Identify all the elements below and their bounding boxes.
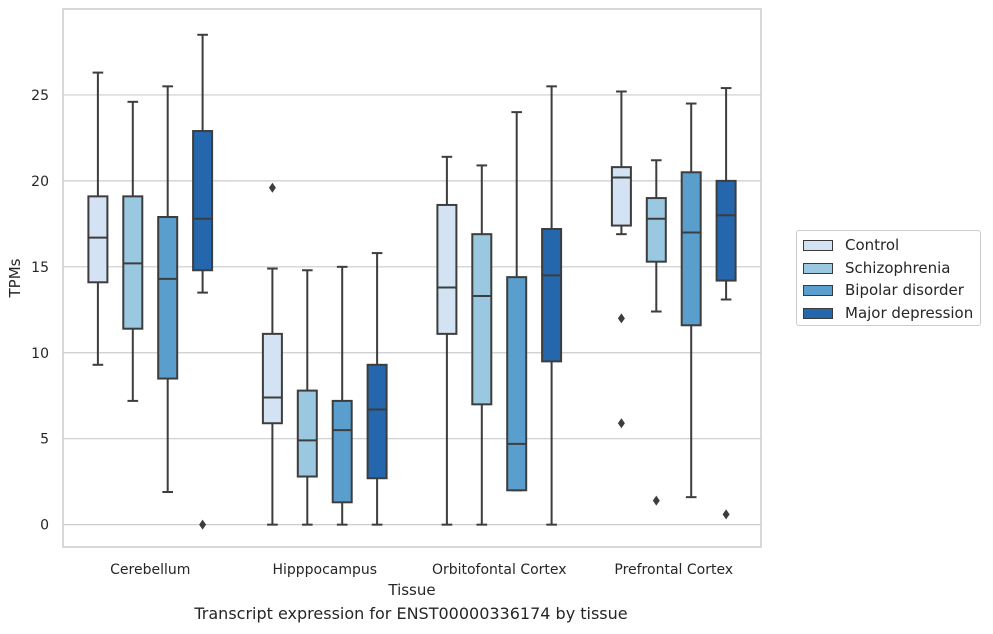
- legend-label-schizophrenia: Schizophrenia: [845, 259, 951, 277]
- legend-item-bipolar-disorder: Bipolar disorder: [803, 280, 964, 300]
- x-tick-label: Hipppocampus: [272, 562, 377, 578]
- legend-label-bipolar-disorder: Bipolar disorder: [845, 281, 964, 299]
- box-iqr: [436, 203, 458, 335]
- box-bipolar-disorder: [157, 85, 179, 493]
- outlier-point: [268, 182, 276, 193]
- box-major-depression: [192, 33, 214, 530]
- x-tick-label: Orbitofontal Cortex: [432, 562, 567, 578]
- y-tick-label: 15: [31, 260, 49, 276]
- box-bipolar-disorder: [680, 102, 702, 499]
- box-iqr: [87, 195, 109, 284]
- tick-labels: 0 5 10 15 20 25 Cerebellum Hipppocampus Orbitofo…: [31, 88, 733, 578]
- box-schizophrenia: [296, 269, 318, 526]
- box-schizophrenia: [122, 100, 144, 402]
- box-iqr: [157, 215, 179, 380]
- box-iqr: [506, 276, 528, 492]
- box-control: [436, 155, 458, 526]
- box-bipolar-disorder: [331, 265, 353, 526]
- box-iqr: [192, 130, 214, 272]
- outlier-point: [652, 495, 660, 506]
- outlier-point: [199, 519, 207, 530]
- y-tick-label: 0: [40, 518, 49, 534]
- legend-item-major-depression: Major depression: [803, 303, 973, 323]
- box-iqr: [261, 332, 283, 425]
- box-schizophrenia: [645, 159, 667, 506]
- box-bipolar-disorder: [506, 111, 528, 492]
- boxes: [87, 33, 737, 530]
- box-iqr: [471, 233, 493, 406]
- chart-caption: Transcript expression for ENST0000033617…: [194, 604, 628, 623]
- y-tick-label: 5: [40, 432, 49, 448]
- box-iqr: [645, 197, 667, 263]
- box-major-depression: [715, 87, 737, 520]
- legend-item-control: Control: [803, 235, 899, 255]
- y-axis-label: TPMs: [6, 258, 24, 298]
- outlier-point: [617, 313, 625, 324]
- legend-item-schizophrenia: Schizophrenia: [803, 258, 950, 278]
- box-control: [610, 90, 632, 429]
- plot-area: [62, 8, 762, 548]
- x-tick-label: Prefrontal Cortex: [614, 562, 733, 578]
- legend-swatch-bipolar-disorder: [803, 284, 833, 296]
- box-control: [261, 182, 283, 526]
- legend-label-major-depression: Major depression: [845, 304, 974, 322]
- x-axis-label: Tissue: [387, 581, 435, 599]
- box-major-depression: [366, 252, 388, 526]
- gridlines: [63, 94, 761, 526]
- y-tick-label: 25: [31, 88, 49, 104]
- legend-swatch-control: [803, 239, 833, 251]
- box-iqr: [541, 228, 563, 363]
- outlier-point: [617, 418, 625, 429]
- box-schizophrenia: [471, 164, 493, 526]
- y-tick-label: 20: [31, 174, 49, 190]
- box-iqr: [296, 389, 318, 478]
- legend-swatch-major-depression: [803, 307, 833, 319]
- y-tick-label: 10: [31, 346, 49, 362]
- legend-swatch-schizophrenia: [803, 262, 833, 274]
- box-iqr: [715, 179, 737, 282]
- box-iqr: [366, 363, 388, 480]
- outlier-point: [722, 509, 730, 520]
- x-tick-label: Cerebellum: [110, 562, 190, 578]
- box-control: [87, 71, 109, 366]
- legend: Control Schizophrenia Bipolar disorder M…: [796, 230, 981, 326]
- box-iqr: [610, 166, 632, 227]
- box-major-depression: [541, 85, 563, 526]
- legend-label-control: Control: [845, 236, 900, 254]
- box-iqr: [331, 399, 353, 504]
- box-iqr: [680, 171, 702, 327]
